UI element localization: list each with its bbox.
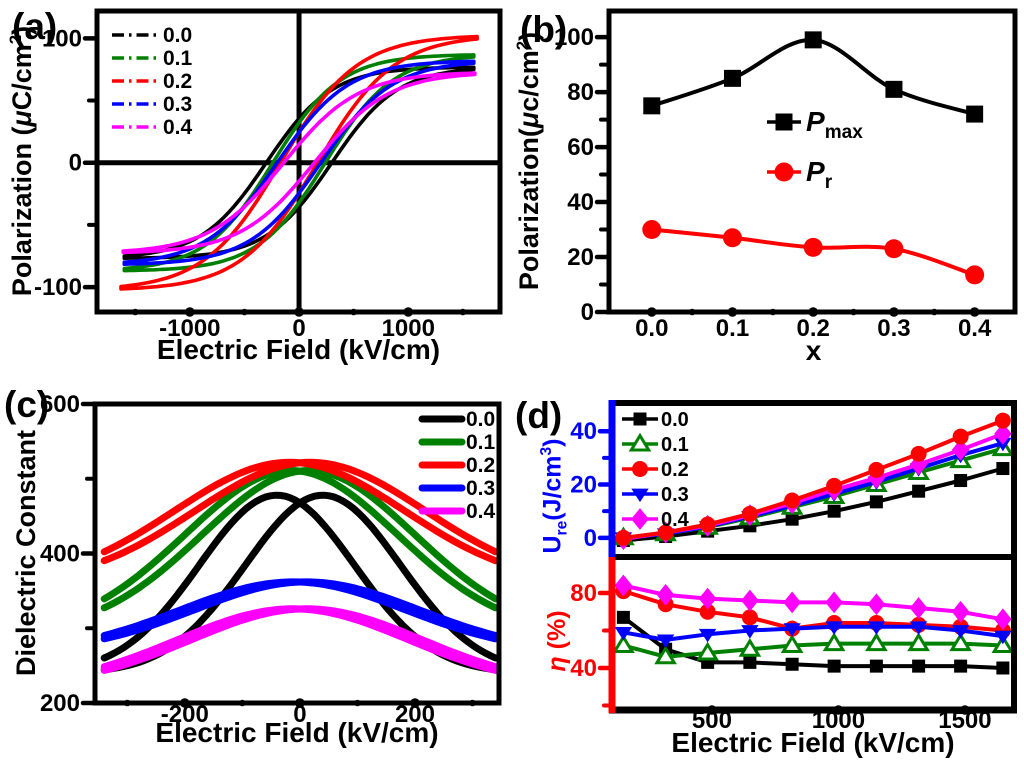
- svg-text:0.3: 0.3: [163, 93, 192, 116]
- svg-text:0.4: 0.4: [163, 116, 193, 139]
- svg-text:200: 200: [395, 701, 435, 728]
- svg-text:20: 20: [570, 472, 597, 499]
- svg-text:0.4: 0.4: [466, 500, 496, 523]
- panel-c-letter: (c): [4, 384, 50, 425]
- svg-text:0: 0: [69, 150, 82, 177]
- svg-text:0: 0: [584, 525, 597, 552]
- svg-text:0.1: 0.1: [661, 434, 689, 456]
- svg-text:Pr: Pr: [806, 156, 833, 193]
- svg-text:0.3: 0.3: [877, 315, 910, 342]
- svg-text:-1000: -1000: [159, 315, 220, 342]
- panel-a-xlabel: Electric Field (kV/cm): [156, 334, 441, 365]
- svg-text:80: 80: [570, 580, 597, 607]
- svg-text:0.2: 0.2: [466, 454, 495, 477]
- svg-text:0.0: 0.0: [466, 408, 495, 431]
- svg-text:600: 600: [40, 391, 80, 418]
- legend-d: 0.0 0.1 0.2 0.3 0.4: [622, 409, 690, 531]
- svg-text:0.1: 0.1: [716, 315, 749, 342]
- panel-a-letter: (a): [12, 6, 58, 47]
- legend-a: 0.00.10.20.30.4: [112, 24, 193, 139]
- svg-text:0.4: 0.4: [661, 509, 690, 531]
- svg-text:60: 60: [567, 134, 594, 161]
- panel-b-xlabel: x: [805, 335, 822, 366]
- svg-text:Pmax: Pmax: [806, 106, 863, 143]
- panel-d-frame: [608, 400, 1017, 714]
- svg-text:0.2: 0.2: [661, 459, 689, 481]
- svg-text:40: 40: [570, 418, 597, 445]
- panel-c-ylabel: Dielectric Constant: [11, 429, 41, 677]
- svg-text:80: 80: [567, 79, 594, 106]
- svg-text:0.0: 0.0: [163, 24, 192, 47]
- svg-text:0.4: 0.4: [958, 315, 992, 342]
- panel-d-eta-ylabel: η (%): [543, 610, 571, 672]
- panel-b-plot: 0 20 40 60 80 100 0.0 0.1 0.2 0.3 0.4: [554, 8, 1018, 342]
- svg-text:-100: -100: [34, 274, 82, 301]
- panel-d-xlabel: Electric Field (kV/cm): [671, 727, 955, 758]
- panel-c-xlabel: Electric Field (kV/cm): [155, 717, 439, 748]
- legend-c: 0.00.10.20.30.4: [418, 408, 496, 523]
- svg-text:0: 0: [581, 299, 594, 326]
- svg-text:0.0: 0.0: [661, 409, 689, 431]
- legend-b: Pmax Pr: [767, 106, 863, 193]
- panel-d-letter: (d): [515, 395, 563, 436]
- svg-text:0.2: 0.2: [797, 315, 830, 342]
- svg-text:100: 100: [554, 24, 594, 51]
- svg-text:200: 200: [40, 690, 80, 717]
- svg-text:0.1: 0.1: [466, 431, 496, 454]
- panel-d_top-plot: 0 20 40: [570, 412, 1014, 552]
- panel-a-ylabel: Polarization (μC/cm2): [6, 25, 37, 297]
- svg-text:0.1: 0.1: [163, 47, 193, 70]
- svg-text:400: 400: [40, 541, 80, 568]
- svg-text:-200: -200: [161, 701, 209, 728]
- svg-text:0.2: 0.2: [163, 70, 192, 93]
- panel-b-ylabel: Polarization(μc/cm2): [513, 31, 544, 291]
- svg-text:0: 0: [293, 701, 306, 728]
- svg-text:40: 40: [567, 189, 594, 216]
- svg-text:0: 0: [292, 315, 305, 342]
- svg-text:0.0: 0.0: [635, 315, 668, 342]
- svg-text:1000: 1000: [382, 315, 435, 342]
- svg-text:20: 20: [567, 244, 594, 271]
- svg-text:0.3: 0.3: [661, 484, 689, 506]
- svg-text:0.3: 0.3: [466, 477, 495, 500]
- panel-b-letter: (b): [520, 9, 568, 50]
- svg-text:100: 100: [42, 25, 82, 52]
- svg-text:40: 40: [570, 655, 597, 682]
